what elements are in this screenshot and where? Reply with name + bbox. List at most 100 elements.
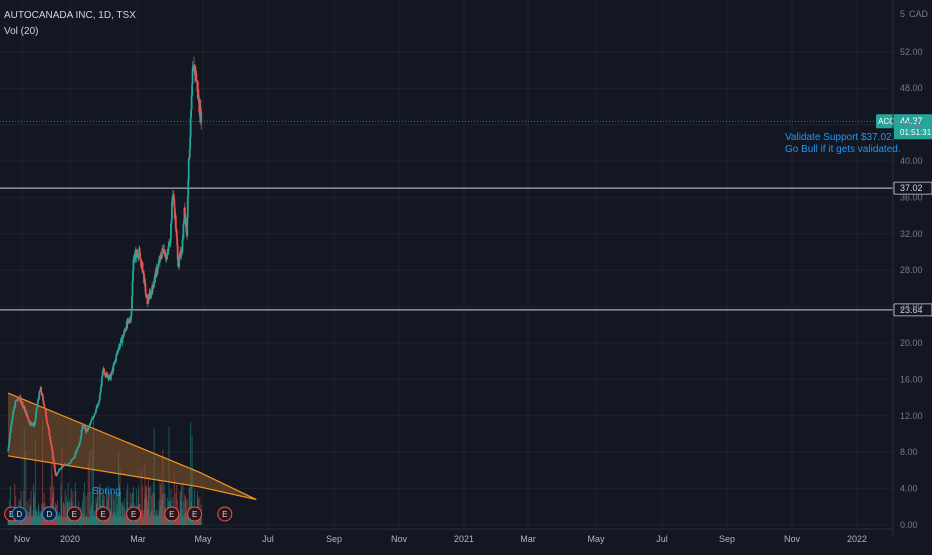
- candle-body: [120, 339, 122, 344]
- candle-body: [79, 441, 82, 443]
- volume-bar: [200, 516, 202, 525]
- candle-body: [30, 422, 33, 425]
- volume-bar: [111, 516, 113, 525]
- volume-bar: [199, 515, 201, 525]
- y-tick-label: 16.00: [900, 374, 923, 384]
- candle-body: [47, 427, 50, 431]
- y-tick-label: 36.00: [900, 192, 923, 202]
- candle-body: [8, 443, 10, 448]
- candle-body: [95, 409, 97, 413]
- candle-body: [32, 424, 34, 426]
- candle-body: [96, 404, 99, 408]
- candle-body: [131, 281, 134, 296]
- candle-body: [12, 409, 15, 411]
- volume-bar: [29, 506, 31, 525]
- candle-body: [136, 253, 139, 257]
- volume-bar: [187, 514, 189, 525]
- candle-body: [170, 220, 173, 224]
- volume-bar: [179, 513, 181, 525]
- candle-body: [61, 465, 64, 468]
- volume-bar: [151, 509, 153, 525]
- candle-body: [55, 475, 57, 476]
- candle-body: [27, 417, 30, 420]
- volume-bar: [124, 514, 126, 525]
- volume-bar: [112, 513, 114, 525]
- volume-bar: [180, 489, 182, 525]
- volume-bar: [153, 482, 155, 525]
- wedge-upper-line: [7, 392, 257, 501]
- candle-body: [184, 217, 187, 227]
- candle-body: [106, 372, 108, 374]
- candle-body: [121, 334, 124, 339]
- candle-body: [25, 411, 28, 416]
- candle-body: [129, 319, 132, 322]
- candle-body: [77, 447, 80, 448]
- volume-bar: [113, 512, 115, 525]
- candle-body: [53, 460, 56, 465]
- price-candles: [7, 56, 203, 477]
- candle-body: [106, 373, 109, 378]
- volume-bar: [136, 516, 138, 525]
- candle-body: [149, 292, 152, 297]
- earnings-marker: [95, 506, 111, 522]
- volume-bar: [51, 474, 53, 525]
- volume-bar: [183, 501, 185, 525]
- volume-bar: [40, 510, 42, 525]
- candle-body: [7, 450, 9, 452]
- candle-body: [34, 413, 37, 419]
- volume-bar: [119, 468, 121, 525]
- volume-bar: [147, 476, 149, 525]
- volume-bar: [69, 516, 71, 525]
- ticker-label: ACQ: [878, 117, 895, 126]
- candle-body: [104, 374, 107, 377]
- volume-bar: [173, 473, 175, 525]
- volume-bar: [161, 499, 163, 525]
- candle-body: [118, 346, 120, 350]
- y-tick-label: 4.00: [900, 484, 918, 494]
- candle-body: [141, 262, 144, 273]
- price-badge: [894, 114, 932, 140]
- volume-bar: [31, 516, 33, 525]
- candle-body: [176, 245, 179, 260]
- marker-label: E: [169, 510, 174, 519]
- volume-bar: [61, 447, 63, 525]
- volume-bar: [144, 493, 146, 525]
- chart-legend: AUTOCANADA INC, 1D, TSX Vol (20): [4, 8, 136, 40]
- volume-bar: [163, 516, 165, 525]
- volume-bar: [23, 490, 25, 525]
- volume-bar: [179, 491, 181, 525]
- candle-body: [110, 372, 113, 376]
- candle-body: [91, 418, 94, 420]
- candle-body: [144, 278, 146, 284]
- candle-body: [51, 448, 54, 451]
- candle-body: [90, 420, 93, 423]
- volume-bar: [41, 504, 43, 525]
- volume-bar: [157, 514, 159, 525]
- volume-bar: [178, 515, 180, 525]
- volume-bar: [125, 515, 127, 525]
- candle-body: [115, 355, 118, 361]
- candle-body: [103, 371, 106, 375]
- candle-body: [40, 392, 43, 395]
- candle-body: [135, 251, 138, 259]
- volume-bar: [77, 516, 79, 525]
- candle-body: [116, 350, 119, 353]
- currency-label: CAD: [909, 9, 929, 19]
- dividend-marker: [11, 506, 27, 522]
- volume-bar: [126, 489, 128, 525]
- candle-body: [138, 250, 141, 254]
- candle-body: [54, 469, 57, 472]
- volume-bar: [166, 516, 168, 525]
- volume-bar: [62, 502, 64, 525]
- volume-bar: [26, 511, 28, 525]
- x-tick-label: 2021: [454, 534, 474, 544]
- volume-bar: [139, 516, 141, 525]
- volume-bar: [98, 516, 100, 525]
- volume-bar: [94, 515, 96, 525]
- volume-bar: [180, 501, 182, 525]
- candle-body: [155, 268, 157, 279]
- volume-bar: [82, 514, 84, 525]
- candle-body: [88, 424, 91, 427]
